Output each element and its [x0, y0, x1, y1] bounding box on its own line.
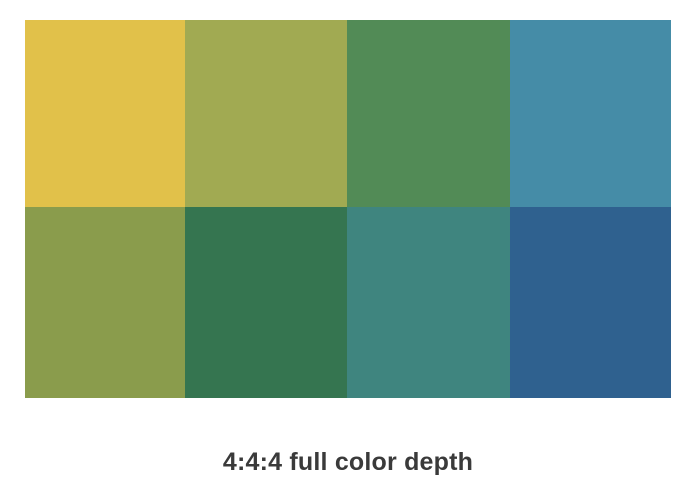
swatch-row2-col1 — [25, 207, 185, 398]
swatch-row2-col3 — [347, 207, 510, 398]
swatch-row2-col2 — [185, 207, 347, 398]
swatch-row1-col4 — [510, 20, 671, 207]
swatch-row1-col2 — [185, 20, 347, 207]
swatch-row1-col3 — [347, 20, 510, 207]
swatch-row1-col1 — [25, 20, 185, 207]
caption: 4:4:4 full color depth — [222, 448, 474, 476]
color-swatch-grid — [25, 20, 671, 398]
swatch-row2-col4 — [510, 207, 671, 398]
